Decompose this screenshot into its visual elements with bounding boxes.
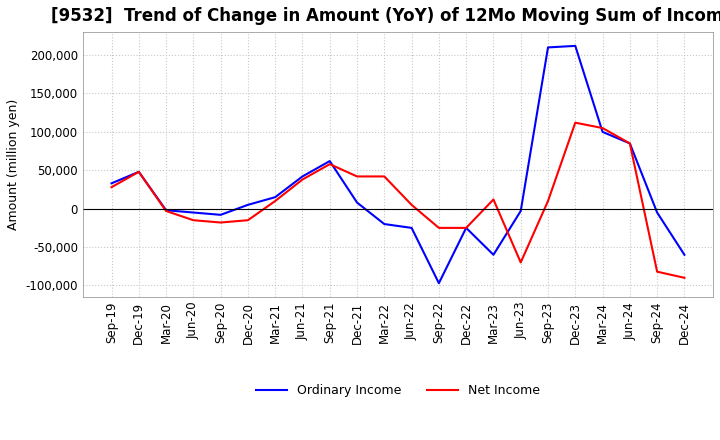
Ordinary Income	[489, 252, 498, 257]
Ordinary Income	[325, 158, 334, 164]
Ordinary Income	[298, 174, 307, 179]
Net Income	[353, 174, 361, 179]
Ordinary Income	[216, 212, 225, 217]
Net Income	[325, 161, 334, 167]
Ordinary Income	[162, 208, 171, 213]
Ordinary Income	[435, 281, 444, 286]
Ordinary Income	[571, 43, 580, 48]
Ordinary Income	[243, 202, 252, 208]
Ordinary Income	[626, 141, 634, 146]
Line: Ordinary Income: Ordinary Income	[112, 46, 685, 283]
Ordinary Income	[380, 221, 389, 227]
Ordinary Income	[353, 200, 361, 205]
Title: [9532]  Trend of Change in Amount (YoY) of 12Mo Moving Sum of Incomes: [9532] Trend of Change in Amount (YoY) o…	[51, 7, 720, 25]
Net Income	[216, 220, 225, 225]
Ordinary Income	[680, 252, 689, 257]
Net Income	[680, 275, 689, 280]
Net Income	[489, 197, 498, 202]
Net Income	[571, 120, 580, 125]
Ordinary Income	[598, 129, 607, 135]
Legend: Ordinary Income, Net Income: Ordinary Income, Net Income	[251, 379, 545, 402]
Net Income	[107, 184, 116, 190]
Line: Net Income: Net Income	[112, 123, 685, 278]
Net Income	[626, 141, 634, 146]
Ordinary Income	[408, 225, 416, 231]
Ordinary Income	[189, 210, 198, 215]
Net Income	[462, 225, 470, 231]
Net Income	[271, 198, 279, 204]
Net Income	[516, 260, 525, 265]
Net Income	[135, 169, 143, 175]
Ordinary Income	[653, 210, 662, 215]
Ordinary Income	[516, 209, 525, 214]
Net Income	[243, 217, 252, 223]
Net Income	[598, 125, 607, 131]
Net Income	[408, 202, 416, 208]
Ordinary Income	[135, 169, 143, 175]
Net Income	[435, 225, 444, 231]
Net Income	[653, 269, 662, 274]
Net Income	[544, 198, 552, 204]
Ordinary Income	[544, 45, 552, 50]
Ordinary Income	[107, 181, 116, 186]
Ordinary Income	[462, 225, 470, 231]
Ordinary Income	[271, 194, 279, 200]
Net Income	[298, 177, 307, 182]
Y-axis label: Amount (million yen): Amount (million yen)	[7, 99, 20, 230]
Net Income	[189, 217, 198, 223]
Net Income	[162, 209, 171, 214]
Net Income	[380, 174, 389, 179]
